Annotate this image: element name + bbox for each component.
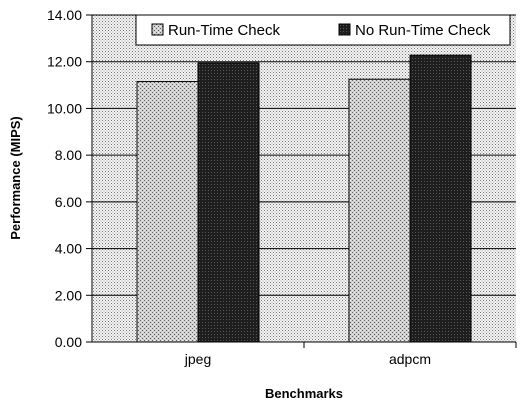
y-axis: 0.00 2.00 4.00 6.00 8.00 10.00 12.00 14.00 bbox=[47, 7, 93, 350]
y-tick-label: 6.00 bbox=[55, 194, 82, 210]
legend-box bbox=[135, 14, 511, 46]
y-tick-label: 12.00 bbox=[47, 54, 82, 70]
legend-label-no-run-time-check: No Run-Time Check bbox=[355, 22, 491, 39]
legend-label-run-time-check: Run-Time Check bbox=[168, 22, 280, 39]
y-tick-label: 2.00 bbox=[55, 287, 82, 303]
x-axis: jpeg adpcm bbox=[92, 341, 517, 367]
y-tick-label: 4.00 bbox=[55, 241, 82, 257]
bar-no-run-time-check-jpeg bbox=[197, 62, 260, 343]
bar-run-time-check-jpeg bbox=[136, 81, 199, 343]
legend: Run-Time Check No Run-Time Check bbox=[135, 14, 511, 46]
legend-swatch-run-time-check bbox=[151, 23, 164, 36]
bar-no-run-time-check-adpcm bbox=[409, 54, 472, 343]
y-axis-title: Performance (MIPS) bbox=[8, 116, 23, 240]
x-tick-label: adpcm bbox=[389, 351, 431, 367]
x-axis-title: Benchmarks bbox=[265, 386, 343, 401]
y-tick-label: 8.00 bbox=[55, 147, 82, 163]
bar-run-time-check-adpcm bbox=[348, 78, 411, 343]
legend-swatch-no-run-time-check bbox=[338, 23, 351, 36]
x-tick-label: jpeg bbox=[184, 351, 211, 367]
y-tick-label: 14.00 bbox=[47, 7, 82, 23]
y-tick-label: 10.00 bbox=[47, 100, 82, 116]
y-tick-label: 0.00 bbox=[55, 334, 82, 350]
